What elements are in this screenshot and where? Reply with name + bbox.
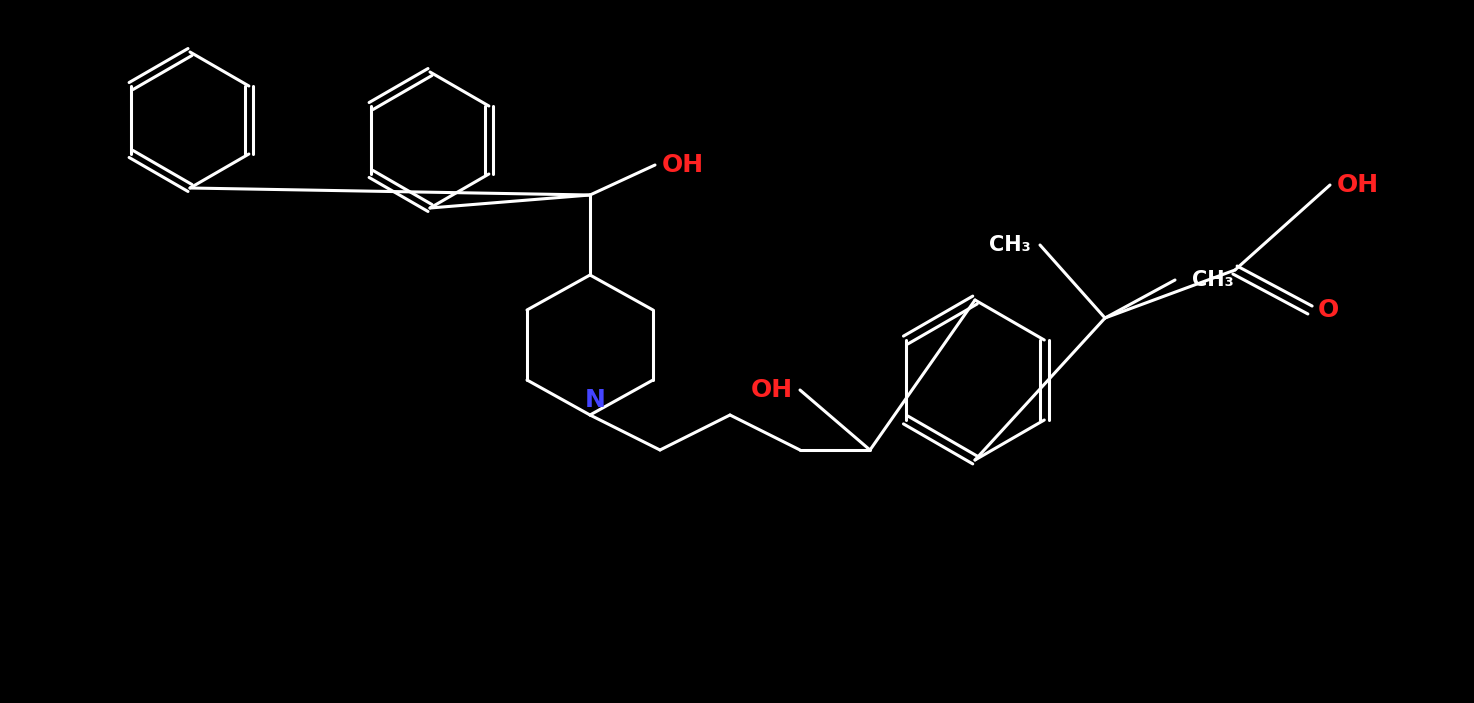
Text: CH₃: CH₃ bbox=[989, 235, 1030, 255]
Text: CH₃: CH₃ bbox=[1192, 270, 1234, 290]
Text: OH: OH bbox=[662, 153, 705, 177]
Text: OH: OH bbox=[750, 378, 793, 402]
Text: N: N bbox=[585, 388, 606, 412]
Text: OH: OH bbox=[1337, 173, 1380, 197]
Text: O: O bbox=[1318, 298, 1338, 322]
